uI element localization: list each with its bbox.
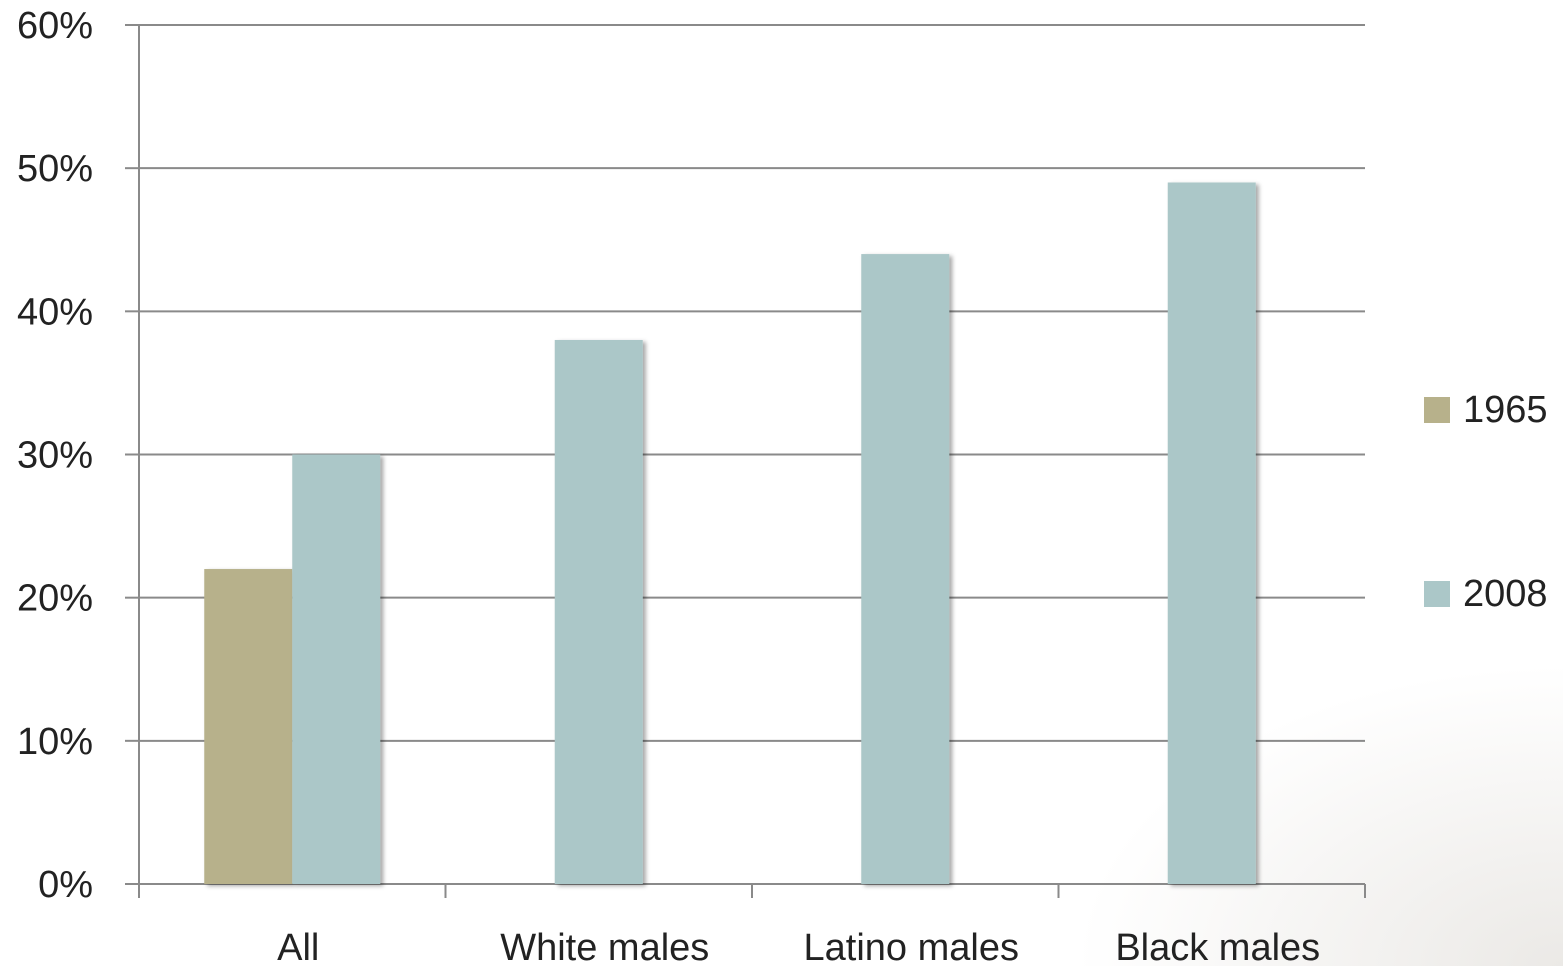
bar-2008-latino-males: [861, 254, 950, 885]
bar-2008-white-males: [554, 339, 643, 884]
x-tick-labels: All White males Latino males Black males: [277, 927, 1320, 966]
y-tick-label: 10%: [17, 721, 93, 763]
x-tick-label: White males: [500, 927, 709, 966]
x-tick-label: All: [277, 927, 319, 966]
bar-2008-black-males: [1167, 182, 1256, 884]
x-tick-label: Latino males: [804, 927, 1019, 966]
y-tick-label: 30%: [17, 435, 93, 477]
legend-item-1965: 1965: [1424, 388, 1563, 432]
y-tick-labels: 0% 10% 20% 30% 40% 50% 60%: [17, 5, 93, 906]
y-tick-label: 40%: [17, 291, 93, 333]
bar-2008-all: [292, 454, 381, 884]
y-tick-label: 50%: [17, 148, 93, 190]
y-tick-label: 60%: [17, 5, 93, 47]
legend-label-2008: 2008: [1463, 573, 1548, 615]
x-tick-label: Black males: [1115, 927, 1320, 966]
bars: [204, 182, 1256, 885]
y-tick-label: 0%: [38, 864, 93, 906]
bar-1965-all: [204, 569, 293, 884]
legend-swatch-2008: [1424, 581, 1450, 607]
legend-label-1965: 1965: [1463, 389, 1548, 431]
legend-swatch-1965: [1424, 397, 1450, 423]
y-tick-label: 20%: [17, 578, 93, 620]
legend-item-2008: 2008: [1424, 572, 1563, 616]
